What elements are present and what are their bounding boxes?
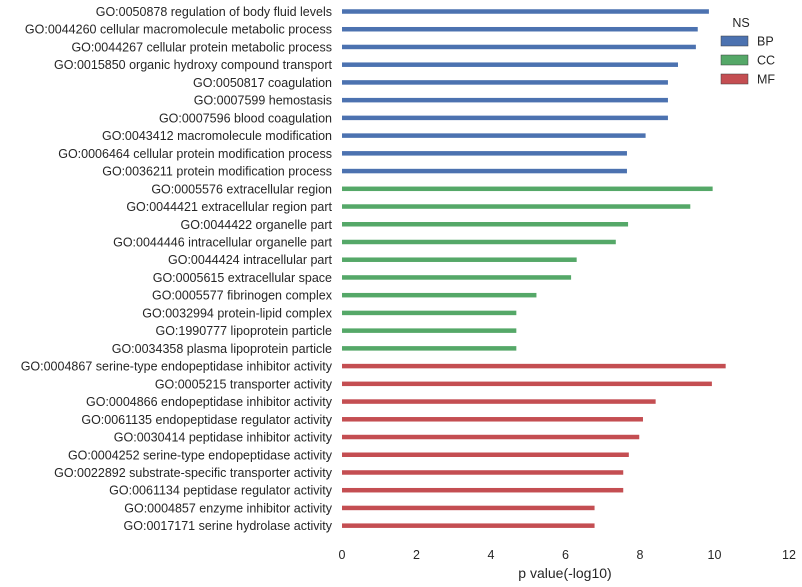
category-label: GO:0005577 fibrinogen complex [152, 289, 333, 303]
category-label: GO:0017171 serine hydrolase activity [124, 519, 333, 533]
bar-mf-4 [342, 434, 640, 440]
x-tick-label: 0 [339, 548, 346, 562]
x-tick-label: 4 [488, 548, 495, 562]
category-label: GO:0004867 serine-type endopeptidase inh… [21, 360, 333, 374]
bar-mf-8 [342, 505, 595, 511]
bar-cc-8 [342, 328, 517, 333]
category-label: GO:0044267 cellular protein metabolic pr… [71, 40, 332, 54]
bar-mf-0 [342, 363, 726, 369]
category-label: GO:0007599 hemostasis [194, 94, 332, 108]
x-tick-label: 8 [637, 548, 644, 562]
bar-bp-0 [342, 9, 709, 14]
bar-cc-2 [342, 222, 629, 227]
category-label: GO:0050878 regulation of body fluid leve… [96, 5, 332, 19]
bar-mf-5 [342, 452, 629, 457]
category-label: GO:1990777 lipoprotein particle [155, 324, 332, 338]
bar-bp-3 [342, 62, 678, 67]
bar-mf-2 [342, 399, 656, 404]
category-label: GO:0044424 intracellular part [168, 253, 333, 267]
legend-swatch-mf [720, 73, 749, 85]
bar-bp-8 [342, 151, 627, 156]
bar-bp-5 [342, 97, 668, 103]
category-label: GO:0043412 macromolecule modification [102, 129, 332, 143]
category-label: GO:0061134 peptidase regulator activity [109, 484, 333, 498]
bar-mf-3 [342, 417, 643, 422]
legend-label-mf: MF [757, 73, 775, 87]
x-axis-ticks: 0 2 4 6 8 10 12 [339, 548, 796, 562]
bar-mf-6 [342, 470, 624, 475]
category-label: GO:0004857 enzyme inhibitor activity [124, 501, 332, 515]
bar-mf-9 [342, 523, 595, 528]
legend-items: BP CC MF [720, 35, 775, 87]
category-label: GO:0032994 protein-lipid complex [142, 306, 332, 320]
bar-cc-9 [342, 346, 517, 351]
bar-bp-4 [342, 80, 668, 85]
category-label: GO:0004252 serine-type endopeptidase act… [68, 448, 333, 462]
x-tick-label: 2 [413, 548, 420, 562]
bar-cc-3 [342, 239, 616, 245]
category-label: GO:0061135 endopeptidase regulator activ… [81, 413, 332, 427]
bar-mf-1 [342, 381, 712, 387]
bar-mf-7 [342, 487, 624, 493]
category-label: GO:0034358 plasma lipoprotein particle [112, 342, 332, 356]
category-label: GO:0005615 extracellular space [153, 271, 332, 285]
bar-cc-4 [342, 257, 577, 262]
bar-bp-7 [342, 133, 646, 138]
x-axis-label: p value(-log10) [518, 565, 611, 581]
bar-cc-6 [342, 292, 537, 298]
category-label: GO:0022892 substrate-specific transporte… [54, 466, 333, 480]
bar-bp-2 [342, 44, 696, 50]
category-labels: GO:0050878 regulation of body fluid leve… [21, 5, 333, 533]
category-label: GO:0036211 protein modification process [102, 165, 332, 179]
category-label: GO:0044446 intracellular organelle part [113, 235, 332, 249]
x-tick-label: 10 [708, 548, 722, 562]
legend[interactable]: NS BP CC MF [720, 16, 775, 87]
bar-cc-5 [342, 275, 572, 280]
legend-label-cc: CC [757, 54, 775, 68]
bar-bp-6 [342, 115, 668, 121]
bar-cc-0 [342, 186, 713, 192]
category-label: GO:0044422 organelle part [181, 218, 333, 232]
bar-bp-1 [342, 26, 698, 32]
category-label: GO:0044260 cellular macromolecule metabo… [25, 23, 332, 37]
legend-label-bp: BP [757, 35, 774, 49]
x-tick-label: 6 [562, 548, 569, 562]
bar-cc-7 [342, 310, 517, 316]
category-label: GO:0015850 organic hydroxy compound tran… [54, 58, 332, 72]
x-tick-label: 12 [782, 548, 796, 562]
category-label: GO:0007596 blood coagulation [159, 111, 332, 125]
bar-cc-1 [342, 204, 691, 209]
category-label: GO:0044421 extracellular region part [126, 200, 332, 214]
category-label: GO:0050817 coagulation [193, 76, 332, 90]
category-label: GO:0005215 transporter activity [155, 377, 333, 391]
legend-title: NS [732, 16, 749, 30]
bars-group [342, 9, 726, 528]
category-label: GO:0006464 cellular protein modification… [58, 147, 332, 161]
bar-bp-9 [342, 168, 627, 174]
category-label: GO:0005576 extracellular region [151, 182, 332, 196]
legend-swatch-bp [720, 35, 749, 47]
legend-swatch-cc [720, 54, 749, 66]
category-label: GO:0004866 endopeptidase inhibitor activ… [86, 395, 333, 409]
category-label: GO:0030414 peptidase inhibitor activity [114, 431, 333, 445]
